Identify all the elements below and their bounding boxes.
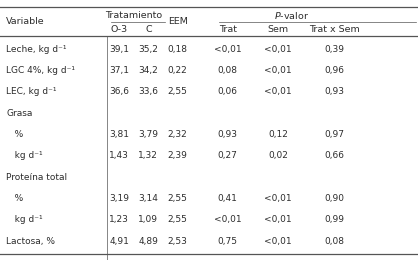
Text: LEC, kg d⁻¹: LEC, kg d⁻¹	[6, 87, 57, 96]
Text: Trat x Sem: Trat x Sem	[309, 25, 360, 34]
Text: 2,55: 2,55	[168, 215, 188, 224]
Text: 0,97: 0,97	[324, 130, 344, 139]
Text: kg d⁻¹: kg d⁻¹	[6, 215, 43, 224]
Text: Tratamiento: Tratamiento	[105, 11, 162, 20]
Text: <0,01: <0,01	[264, 45, 292, 54]
Text: 2,32: 2,32	[168, 130, 188, 139]
Text: 1,43: 1,43	[109, 151, 129, 160]
Text: 1,09: 1,09	[138, 215, 158, 224]
Text: 0,96: 0,96	[324, 66, 344, 75]
Text: 0,22: 0,22	[168, 66, 188, 75]
Text: Proteína total: Proteína total	[6, 173, 67, 182]
Text: 0,90: 0,90	[324, 194, 344, 203]
Text: 34,2: 34,2	[138, 66, 158, 75]
Text: 0,08: 0,08	[218, 66, 238, 75]
Text: Leche, kg d⁻¹: Leche, kg d⁻¹	[6, 45, 67, 54]
Text: <0,01: <0,01	[264, 87, 292, 96]
Text: 0,99: 0,99	[324, 215, 344, 224]
Text: 33,6: 33,6	[138, 87, 158, 96]
Text: 0,75: 0,75	[218, 237, 238, 246]
Text: 39,1: 39,1	[109, 45, 129, 54]
Text: <0,01: <0,01	[214, 215, 242, 224]
Text: 2,53: 2,53	[168, 237, 188, 246]
Text: 3,19: 3,19	[109, 194, 129, 203]
Text: EEM: EEM	[168, 17, 188, 26]
Text: Trat: Trat	[219, 25, 237, 34]
Text: 3,79: 3,79	[138, 130, 158, 139]
Text: 0,93: 0,93	[218, 130, 238, 139]
Text: 0,41: 0,41	[218, 194, 238, 203]
Text: 0,18: 0,18	[168, 45, 188, 54]
Text: 0,08: 0,08	[324, 237, 344, 246]
Text: <0,01: <0,01	[264, 237, 292, 246]
Text: 2,39: 2,39	[168, 151, 188, 160]
Text: 0,66: 0,66	[324, 151, 344, 160]
Text: Lactosa, %: Lactosa, %	[6, 237, 55, 246]
Text: 3,14: 3,14	[138, 194, 158, 203]
Text: $P$-valor: $P$-valor	[274, 10, 309, 21]
Text: 0,93: 0,93	[324, 87, 344, 96]
Text: %: %	[6, 130, 23, 139]
Text: 2,55: 2,55	[168, 194, 188, 203]
Text: 36,6: 36,6	[109, 87, 129, 96]
Text: 4,89: 4,89	[138, 237, 158, 246]
Text: LGC 4%, kg d⁻¹: LGC 4%, kg d⁻¹	[6, 66, 75, 75]
Text: %: %	[6, 194, 23, 203]
Text: Variable: Variable	[6, 17, 45, 26]
Text: 1,23: 1,23	[109, 215, 129, 224]
Text: <0,01: <0,01	[264, 215, 292, 224]
Text: kg d⁻¹: kg d⁻¹	[6, 151, 43, 160]
Text: 0,02: 0,02	[268, 151, 288, 160]
Text: 0,12: 0,12	[268, 130, 288, 139]
Text: 1,32: 1,32	[138, 151, 158, 160]
Text: Sem: Sem	[268, 25, 288, 34]
Text: <0,01: <0,01	[264, 66, 292, 75]
Text: 35,2: 35,2	[138, 45, 158, 54]
Text: Grasa: Grasa	[6, 109, 33, 118]
Text: 3,81: 3,81	[109, 130, 129, 139]
Text: C: C	[145, 25, 152, 34]
Text: O-3: O-3	[111, 25, 127, 34]
Text: 0,27: 0,27	[218, 151, 238, 160]
Text: 2,55: 2,55	[168, 87, 188, 96]
Text: 4,91: 4,91	[109, 237, 129, 246]
Text: 0,39: 0,39	[324, 45, 344, 54]
Text: <0,01: <0,01	[214, 45, 242, 54]
Text: 37,1: 37,1	[109, 66, 129, 75]
Text: 0,06: 0,06	[218, 87, 238, 96]
Text: <0,01: <0,01	[264, 194, 292, 203]
